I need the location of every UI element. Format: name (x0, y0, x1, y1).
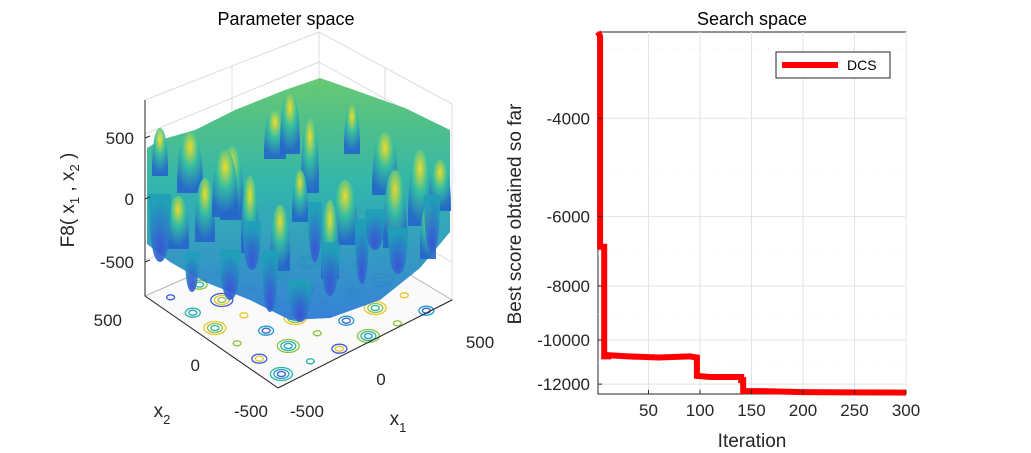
x1-tick-label: 500 (466, 333, 494, 352)
surface-peak (344, 104, 360, 154)
x2-axis-label: x2 (154, 401, 171, 427)
x1-tick-label: 0 (376, 370, 385, 389)
contour-ring (269, 366, 294, 382)
contour-ring (251, 353, 268, 364)
convergence-plot: Search space 50 100 150 200 250 300 -4000 -6000… (505, 9, 920, 452)
z-tick-label: 0 (125, 190, 134, 209)
surface-peak (152, 128, 168, 176)
legend: DCS (775, 51, 891, 79)
y-tick-label: -10000 (537, 331, 590, 350)
surface-valley (321, 242, 339, 296)
contour-ring (370, 304, 380, 312)
surface-x2-axis: 500 0 -500 x2 (94, 295, 279, 427)
surface-valley (243, 221, 261, 270)
surface-peak (177, 132, 203, 193)
surface-plot-title: Parameter space (217, 9, 354, 29)
x-tick-label: 150 (737, 401, 765, 420)
contour-ring (312, 330, 322, 337)
surface (147, 78, 451, 322)
contour-ring (331, 343, 348, 354)
surface-valley (185, 252, 199, 292)
contour-ring (239, 312, 249, 319)
contour-ring (210, 292, 234, 308)
surface-valley (149, 194, 171, 262)
surface-valley (388, 228, 408, 274)
surface-valley (220, 249, 240, 300)
surface-valley (289, 279, 311, 322)
y-tick-label: -12000 (537, 375, 590, 394)
z-axis-label: F8( x1 , x2 ) (58, 153, 82, 248)
contour-ring (203, 320, 227, 336)
contour-ring (213, 294, 230, 306)
y-tick-label: -6000 (547, 207, 590, 226)
surface-valley (262, 250, 278, 312)
z-tick-label: -500 (100, 253, 134, 272)
contour-ring (334, 345, 345, 352)
contour-ring (188, 309, 198, 316)
x2-tick-label: 500 (94, 311, 122, 330)
contour-ring (280, 340, 297, 352)
contour-ring (232, 340, 242, 347)
surface-peak (332, 180, 358, 245)
surface-plot: Parameter space (58, 9, 494, 435)
x2-tick-label: 0 (191, 356, 200, 375)
surface-valley (355, 219, 369, 284)
contour-ring (206, 322, 224, 334)
contour-ring (261, 327, 271, 334)
contour-ring (217, 296, 227, 304)
contour-ring (184, 307, 201, 318)
contour-ring (418, 305, 435, 316)
surface-valley (424, 195, 440, 252)
contour-ring (276, 370, 287, 378)
surface-z-axis: 500 0 -500 F8( x1 , x2 ) (58, 100, 151, 296)
contour-ring (210, 324, 220, 332)
surface-peak (292, 170, 308, 222)
surface-valley (308, 202, 322, 262)
contour-ring (283, 342, 293, 350)
contour-ring (257, 325, 275, 336)
contour-ring (399, 292, 409, 299)
x-axis-label: Iteration (718, 431, 787, 452)
x-tick-label: 100 (686, 401, 714, 420)
surface-peak (195, 178, 215, 242)
surface-peak (280, 92, 300, 154)
x-tick-label: 300 (892, 401, 920, 420)
z-tick-label: 500 (106, 129, 134, 148)
surface-x1-axis: -500 0 500 x1 (277, 299, 494, 435)
dcs-series-line (595, 30, 907, 396)
x-tick-label: 250 (840, 401, 868, 420)
convergence-plot-title: Search space (697, 9, 807, 29)
contour-ring (273, 368, 290, 380)
y-axis-label: Best score obtained so far (505, 103, 526, 324)
x1-axis-label: x1 (390, 409, 407, 435)
contour-ring (276, 338, 300, 354)
convergence-grid (598, 32, 907, 394)
contour-ring (360, 330, 377, 342)
x2-tick-label: -500 (234, 402, 268, 421)
surface-peak (167, 196, 189, 249)
contour-ring (363, 332, 374, 340)
contour-ring (165, 294, 176, 301)
surface-valley (365, 209, 385, 250)
surface-peak (301, 118, 319, 193)
y-tick-label: -8000 (547, 277, 590, 296)
legend-label-dcs: DCS (847, 57, 877, 73)
x1-tick-label: -500 (290, 402, 324, 421)
x-tick-label: 50 (639, 401, 658, 420)
contour-ring (367, 302, 384, 314)
contour-ring (392, 320, 403, 327)
contour-ring (254, 355, 264, 362)
contour-ring (341, 317, 351, 324)
contour-ring (338, 315, 355, 326)
surface-peak (212, 150, 238, 217)
y-tick-label: -4000 (547, 109, 590, 128)
contour-ring (305, 358, 316, 365)
x-tick-label: 200 (789, 401, 817, 420)
